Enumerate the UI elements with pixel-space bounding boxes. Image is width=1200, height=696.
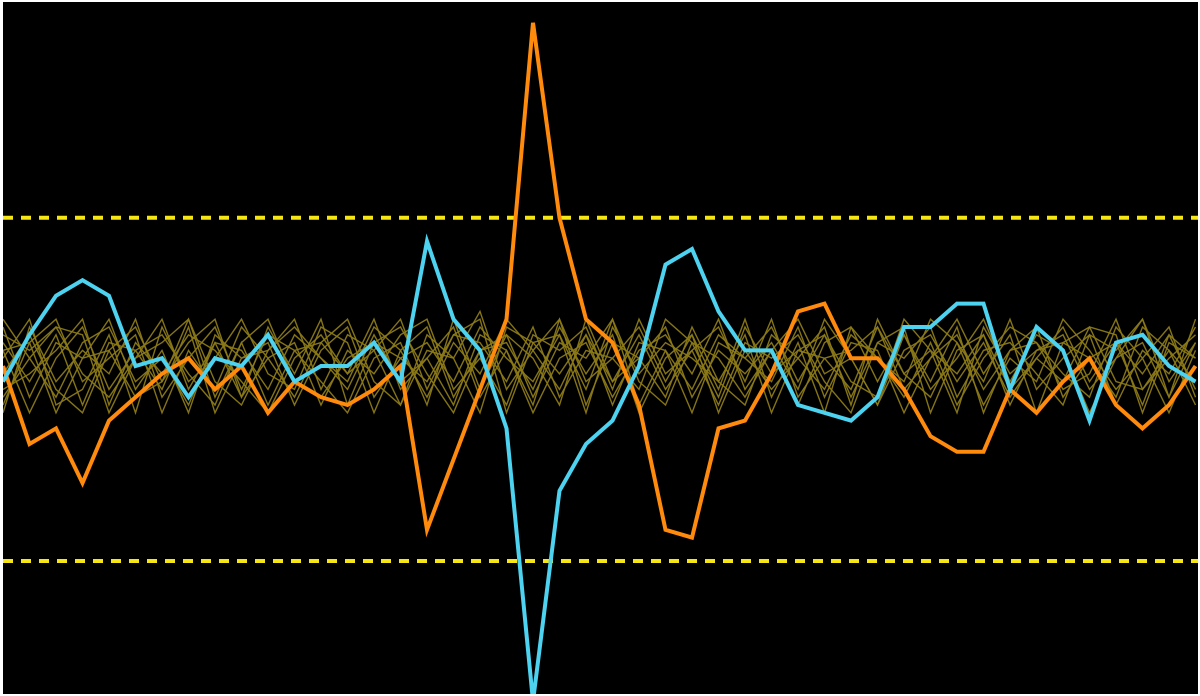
orange-series-line (3, 22, 1198, 541)
cyan-series-line (3, 233, 1197, 694)
background-series-line-8 (3, 317, 1196, 415)
highlight-series-group (3, 22, 1198, 694)
chart-panel (3, 2, 1198, 694)
threshold-lines-group (3, 215, 1198, 563)
background-series-group (3, 309, 1197, 416)
line-chart (3, 22, 1198, 694)
background-series-line-11 (3, 317, 1197, 416)
